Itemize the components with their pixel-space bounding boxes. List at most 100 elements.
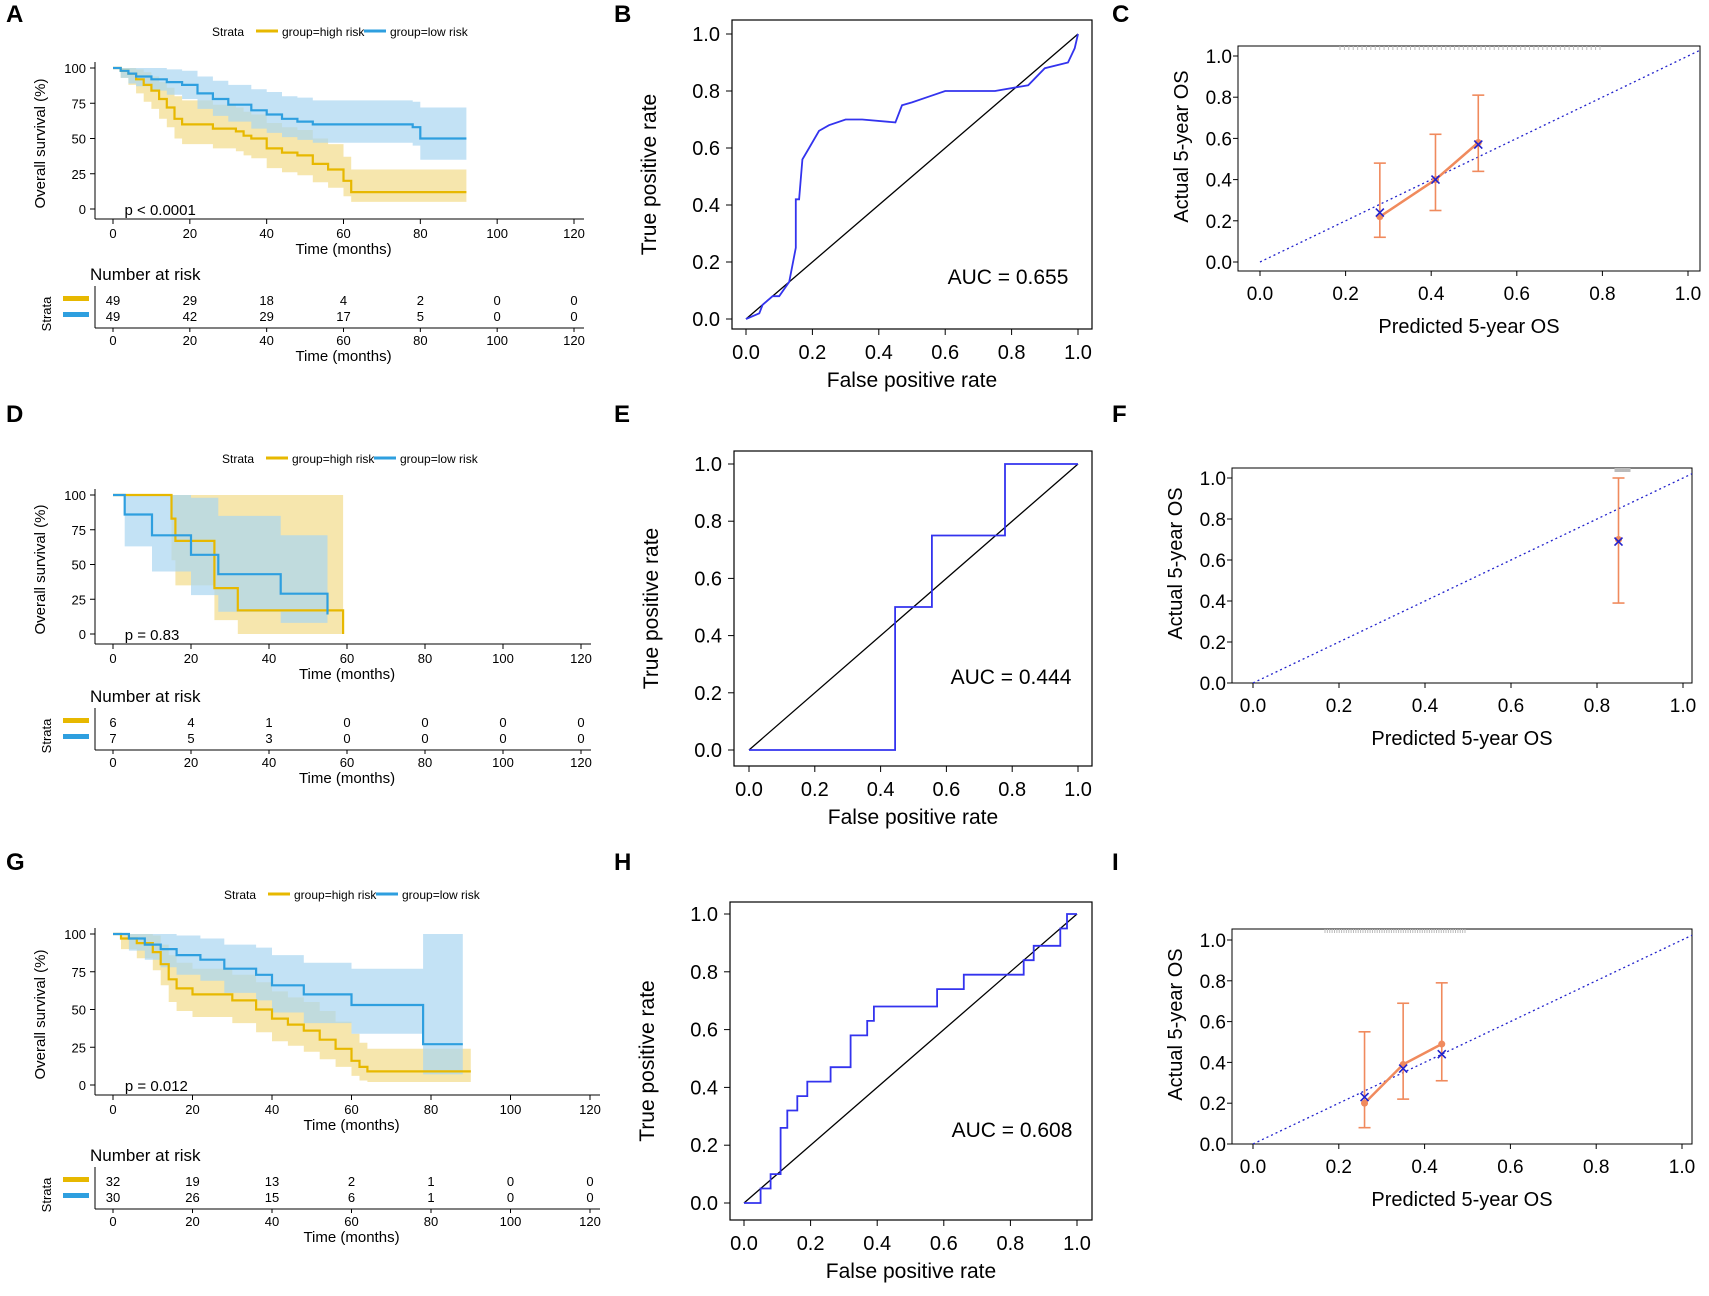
risk-count-high-risk: 29 [183,293,197,308]
y-tick-label: 1.0 [690,904,718,926]
y-tick-label: 50 [72,1003,86,1018]
x-tick-label: 0.8 [998,779,1026,801]
km-legend: Strata group=high risk group=low risk [222,452,479,466]
auc-label: AUC = 0.655 [948,266,1069,289]
x-axis-title: Time (months) [295,241,391,258]
risk-count-low-risk: 1 [427,1190,434,1205]
y-tick-label: 0.2 [692,252,720,274]
survival-curve-low-risk [113,66,467,140]
risk-count-high-risk: 19 [185,1174,199,1189]
risk-count-low-risk: 0 [494,309,501,324]
risk-table-title: Number at risk [90,1146,201,1165]
roc-curve [749,463,1078,751]
x-tick-label: 0.2 [798,342,826,364]
panel-label-b: B [614,1,631,28]
ci-band-low-risk [113,68,467,160]
risk-count-low-risk: 30 [106,1190,120,1205]
y-tick-label: 75 [72,96,86,111]
x-tick-label: 0.2 [1326,1157,1352,1178]
x-tick-label: 0.0 [730,1233,758,1255]
risk-row-swatch-high-risk [63,1177,89,1182]
bias-corrected-mark [1430,175,1441,185]
y-tick-label: 0.0 [690,1193,718,1215]
y-tick-label: 0.6 [694,568,722,590]
x-tick-label: 20 [184,651,198,666]
y-tick-label: 0.2 [694,683,722,705]
risk-count-high-risk: 0 [570,293,577,308]
risk-x-tick-label: 80 [418,755,432,770]
y-tick-label: 0.0 [1200,674,1226,695]
x-axis-title: Predicted 5-year OS [1378,316,1559,338]
risk-x-tick-label: 20 [184,755,198,770]
x-tick-label: 0.4 [863,1233,891,1255]
risk-x-tick-label: 60 [336,333,350,348]
risk-count-low-risk: 29 [259,309,273,324]
risk-row-swatch-high-risk [63,296,89,301]
survival-curve-low-risk [113,932,463,1046]
x-tick-label: 40 [259,226,273,241]
y-tick-label: 0.8 [690,962,718,984]
risk-x-tick-label: 60 [340,755,354,770]
x-tick-label: 80 [418,651,432,666]
calibration-plot-f: 0.0 0.2 0.4 0.6 0.8 1.0 0.0 0.2 0.4 0.6 0.8 1.0 Pred… [1165,467,1696,750]
legend-title: Strata [224,888,256,902]
y-tick-label: 0.4 [1206,171,1233,192]
risk-x-tick-label: 80 [413,333,427,348]
y-axis-title: Actual 5-year OS [1171,70,1193,222]
risk-row-swatch-high-risk [63,718,89,723]
km-plot-d: Strata group=high risk group=low risk02550… [32,452,592,787]
x-tick-label: 0.0 [1247,284,1273,305]
x-tick-label: 1.0 [1669,1157,1695,1178]
plot-frame [729,901,1093,1221]
x-tick-label: 0.8 [998,342,1026,364]
x-axis-title: False positive rate [827,369,997,392]
calibration-line [1379,141,1480,218]
survival-curve-high-risk [113,66,467,194]
risk-count-high-risk: 6 [109,715,116,730]
km-legend: Strata group=high risk group=low risk [224,888,481,902]
auc-label: AUC = 0.608 [952,1119,1073,1142]
ideal-calibration-line [1252,934,1693,1145]
x-tick-label: 100 [500,1102,522,1117]
x-tick-label: 100 [486,226,508,241]
km-plot-g: Strata group=high risk group=low risk 0 25 50… [32,888,601,1246]
auc-label: AUC = 0.444 [951,666,1072,689]
risk-count-low-risk: 5 [417,309,424,324]
y-axis-title: True positive rate [640,528,663,689]
x-tick-label: 80 [424,1102,438,1117]
y-tick-label: 50 [72,132,86,147]
risk-table-strata-label: Strata [39,296,54,331]
y-tick-label: 0.2 [1200,633,1226,654]
y-tick-label: 0.6 [1200,1013,1226,1034]
plot-frame [733,450,1093,767]
x-axis-title: False positive rate [828,806,998,829]
panel-label-i: I [1112,849,1119,876]
y-tick-label: 0.8 [1200,510,1226,531]
x-tick-label: 40 [265,1102,279,1117]
risk-count-low-risk: 15 [265,1190,279,1205]
x-tick-label: 120 [579,1102,601,1117]
bias-corrected-mark [1359,1092,1370,1102]
panel-label-h: H [614,849,631,876]
risk-row-swatch-low-risk [63,734,89,739]
y-tick-label: 0.6 [692,138,720,160]
x-tick-label: 1.0 [1675,284,1701,305]
y-axis-title: Overall survival (%) [32,949,49,1079]
risk-table-strata-label: Strata [39,718,54,753]
y-axis-title: True positive rate [636,980,659,1141]
risk-x-tick-label: 80 [424,1214,438,1229]
survival-curve-low-risk [113,493,329,615]
risk-row-swatch-low-risk [63,312,89,317]
x-tick-label: 40 [262,651,276,666]
x-tick-label: 0 [109,651,116,666]
risk-x-tick-label: 0 [109,333,116,348]
y-tick-label: 0.0 [694,740,722,762]
y-tick-label: 1.0 [692,24,720,46]
risk-count-high-risk: 1 [265,715,272,730]
x-tick-label: 0.2 [1332,284,1358,305]
y-tick-label: 0.2 [1200,1094,1226,1115]
x-tick-label: 0.4 [1412,696,1439,717]
y-tick-label: 0.6 [1206,129,1232,150]
y-tick-label: 0 [79,1078,86,1093]
observed-point [1615,536,1622,543]
